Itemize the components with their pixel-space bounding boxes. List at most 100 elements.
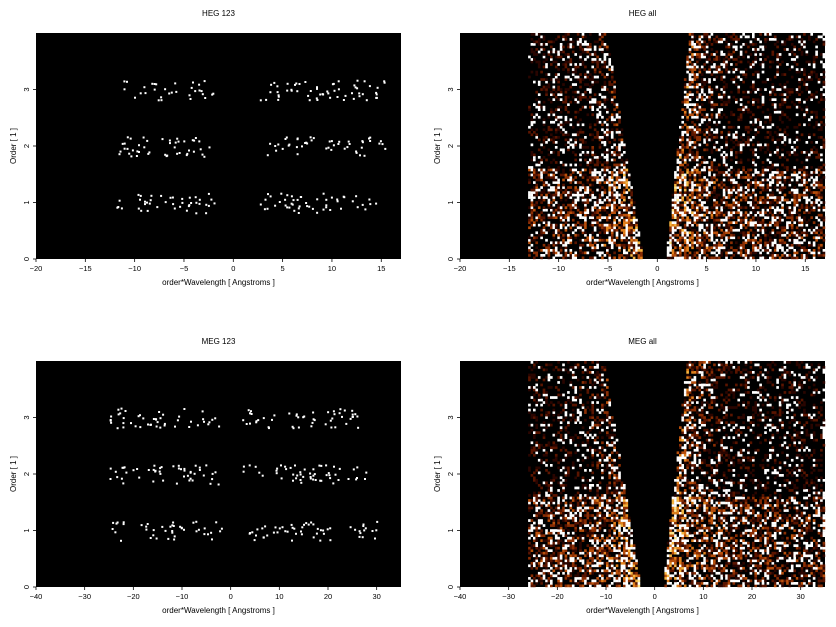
heat-cell (754, 584, 758, 588)
heat-cell (776, 58, 779, 61)
heat-cell (679, 153, 682, 157)
heat-cell (552, 241, 556, 245)
heat-cell (635, 251, 638, 255)
heat-cell (727, 186, 731, 189)
heat-cell (693, 584, 697, 588)
heat-cell (786, 95, 789, 99)
heat-cell (803, 83, 806, 86)
heat-cell (710, 115, 714, 119)
data-pixel (320, 464, 323, 467)
heat-cell (584, 48, 587, 51)
heat-cell (554, 95, 558, 99)
heat-cell (598, 216, 602, 220)
data-pixel (168, 139, 171, 142)
heat-cell (766, 213, 770, 217)
chart-title: MEG 123 (202, 337, 236, 346)
heat-cell (547, 115, 551, 119)
heat-cell (596, 577, 599, 580)
data-pixel (208, 421, 211, 424)
heat-cell (737, 60, 741, 64)
heat-cell (696, 138, 699, 142)
heat-cell (593, 203, 597, 207)
heat-cell (771, 163, 775, 167)
heat-cell (786, 231, 789, 235)
heat-cell (528, 193, 531, 197)
heat-cell (747, 95, 750, 99)
heat-cell (817, 203, 821, 207)
heat-cell (557, 53, 560, 56)
heat-cell (679, 183, 682, 187)
heat-cell (730, 166, 733, 169)
data-pixel (330, 426, 333, 429)
heat-cell (528, 221, 531, 225)
heat-cell (615, 171, 619, 174)
data-pixel (126, 136, 129, 139)
heat-cell (715, 233, 719, 237)
heat-cell (752, 206, 755, 210)
heat-cell (679, 231, 682, 235)
heat-cell (732, 216, 736, 220)
heat-cell (613, 256, 616, 260)
heat-cell (530, 191, 534, 194)
heat-cell (778, 53, 782, 56)
heat-cell (610, 151, 614, 154)
heat-cell (752, 216, 755, 220)
heat-cell (567, 254, 570, 257)
heat-cell (686, 196, 689, 199)
data-pixel (181, 201, 184, 204)
heat-cell (567, 53, 570, 56)
heat-cell (533, 171, 536, 174)
heat-cell (630, 236, 633, 240)
heat-cell (550, 58, 553, 61)
data-pixel (190, 420, 192, 423)
heat-cell (735, 68, 738, 71)
heat-cell (579, 173, 582, 177)
heat-cell (771, 98, 775, 102)
heat-cell (812, 171, 816, 174)
heat-cell (686, 128, 689, 132)
heat-cell (696, 133, 699, 137)
heat-cell (773, 233, 777, 237)
heat-cell (627, 173, 631, 177)
data-pixel (109, 419, 112, 421)
heat-cell (603, 43, 607, 46)
heat-cell (744, 196, 748, 199)
data-pixel (329, 527, 332, 530)
data-pixel (369, 136, 372, 139)
heat-cell (676, 148, 680, 152)
heat-cell (696, 110, 699, 114)
heat-cell (778, 176, 782, 179)
heat-cell (752, 123, 755, 127)
data-pixel (310, 521, 313, 524)
data-pixel (319, 479, 322, 482)
heat-cell (567, 75, 570, 79)
heat-cell (598, 178, 602, 182)
heat-cell (574, 188, 578, 192)
data-pixel (309, 472, 312, 475)
heat-cell (613, 90, 616, 94)
data-pixel (197, 528, 200, 531)
data-pixel (214, 417, 217, 420)
heat-cell (574, 143, 578, 147)
data-pixel (369, 203, 372, 206)
heat-cell (632, 208, 636, 212)
heat-cell (783, 100, 787, 104)
heat-cell (732, 33, 736, 36)
heat-cell (735, 188, 738, 192)
heat-cell (747, 90, 750, 94)
heat-cell (739, 188, 743, 192)
heat-cell (786, 216, 789, 220)
heat-cell (742, 176, 745, 179)
heat-cell (810, 73, 814, 76)
heat-cell (552, 188, 556, 192)
data-pixel (155, 537, 158, 540)
heat-cell (739, 584, 743, 588)
heat-cell (528, 55, 531, 59)
heat-cell (601, 60, 604, 64)
heat-cell (564, 98, 568, 102)
heat-cell (601, 40, 604, 44)
heat-cell (778, 218, 782, 222)
heat-cell (776, 243, 779, 247)
heat-cell (615, 231, 619, 235)
heat-cell (681, 136, 685, 139)
